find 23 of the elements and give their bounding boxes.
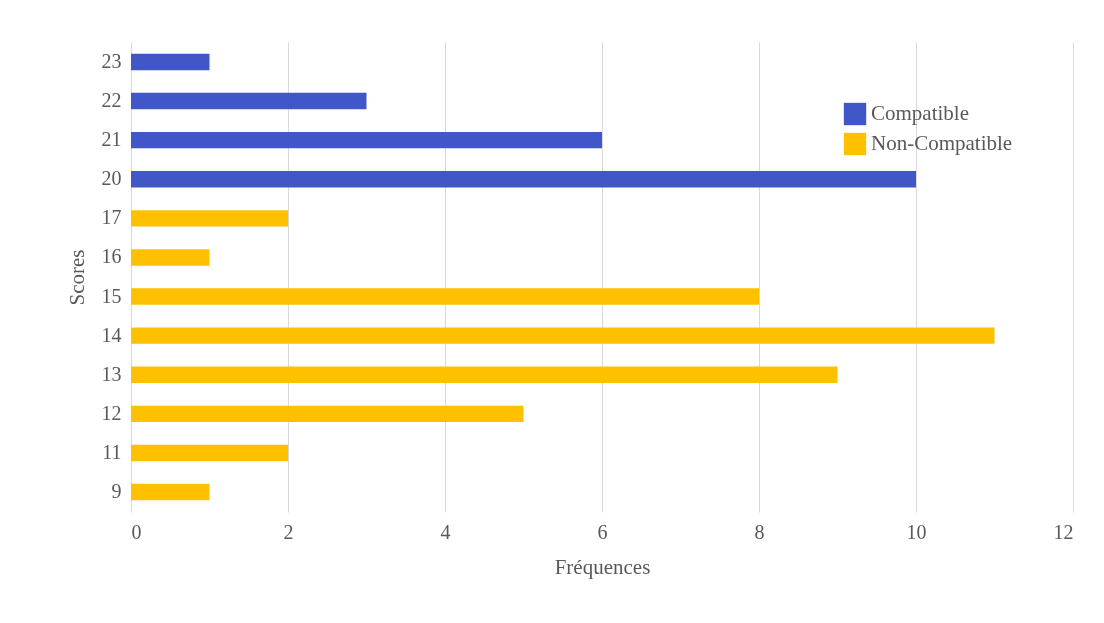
y-tick-label: 17 [101, 206, 122, 229]
y-tick-label: 11 [102, 440, 122, 463]
legend-label: Compatible [871, 101, 969, 125]
x-tick-label: 10 [906, 520, 927, 543]
y-tick-label: 9 [111, 480, 122, 503]
y-tick-label: 13 [101, 362, 122, 385]
x-tick-label: 4 [440, 520, 451, 543]
y-tick-label: 12 [101, 401, 122, 424]
x-tick-label: 0 [131, 520, 142, 543]
y-axis-title: Scores [64, 249, 89, 306]
y-tick-label: 20 [101, 167, 122, 190]
x-tick-label: 2 [283, 520, 294, 543]
x-tick-label: 6 [597, 520, 608, 543]
y-tick-label: 22 [101, 89, 122, 112]
x-tick-label: 12 [1053, 520, 1074, 543]
y-tick-label: 23 [101, 49, 122, 72]
y-tick-label: 15 [101, 284, 122, 307]
x-tick-label: 8 [754, 520, 765, 543]
y-tick-label: 16 [101, 245, 122, 268]
legend-label: Non-Compatible [871, 131, 1013, 155]
x-axis-title: Fréquences [554, 554, 651, 579]
y-tick-label: 14 [101, 323, 122, 346]
y-tick-label: 21 [101, 128, 122, 151]
